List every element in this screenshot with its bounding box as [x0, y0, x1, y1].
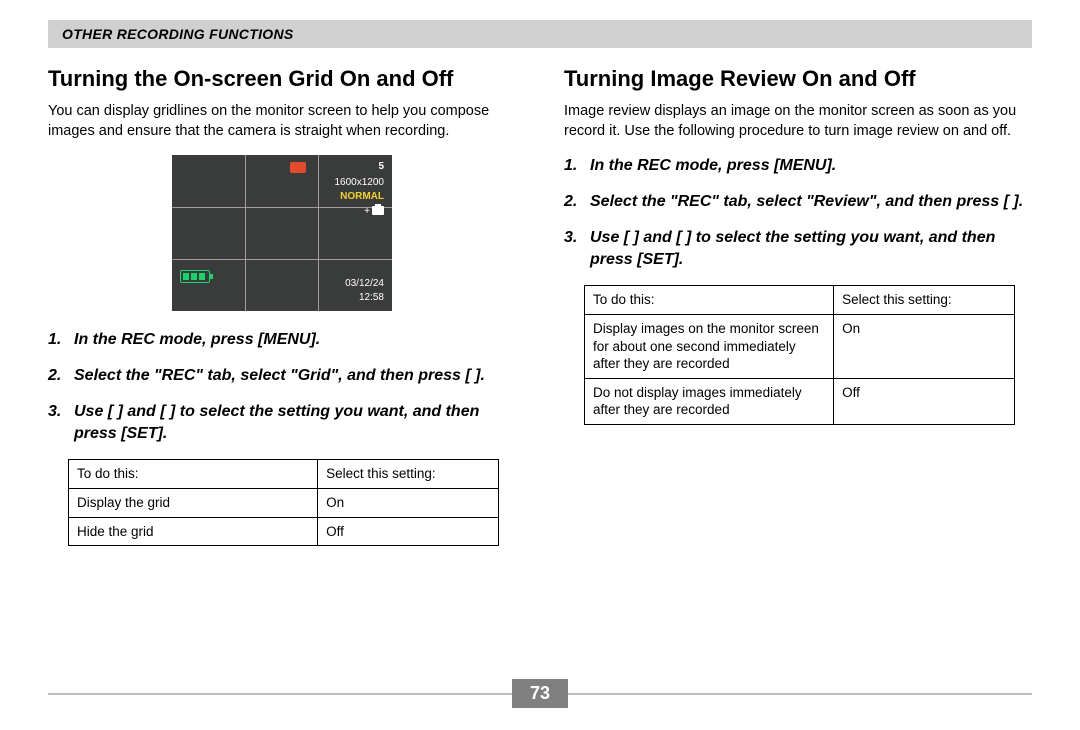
- grid-vline: [318, 155, 319, 311]
- table-cell: On: [318, 488, 498, 517]
- left-column: Turning the On-screen Grid On and Off Yo…: [48, 66, 516, 546]
- left-title: Turning the On-screen Grid On and Off: [48, 66, 516, 92]
- table-cell: Do not display images immediately after …: [585, 378, 834, 424]
- table-row: Do not display images immediately after …: [585, 378, 1015, 424]
- page-footer: 73: [48, 679, 1032, 708]
- screen-illustration-wrap: 5 1600x1200 NORMAL 03/12/24 12:58: [48, 155, 516, 311]
- step-item: In the REC mode, press [MENU].: [564, 155, 1032, 177]
- table-cell: On: [834, 314, 1014, 378]
- table-row: To do this: Select this setting:: [585, 286, 1015, 315]
- left-lead: You can display gridlines on the monitor…: [48, 102, 516, 141]
- right-title: Turning Image Review On and Off: [564, 66, 1032, 92]
- table-header: To do this:: [585, 286, 834, 315]
- date-label: 03/12/24: [345, 278, 384, 289]
- table-header: Select this setting:: [318, 460, 498, 489]
- table-header: To do this:: [69, 460, 318, 489]
- table-cell: Display the grid: [69, 488, 318, 517]
- footer-rule: [568, 693, 1032, 695]
- table-cell: Hide the grid: [69, 517, 318, 546]
- left-steps: In the REC mode, press [MENU]. Select th…: [48, 329, 516, 445]
- footer-rule: [48, 693, 512, 695]
- step-item: In the REC mode, press [MENU].: [48, 329, 516, 351]
- battery-icon: [180, 270, 210, 283]
- grid-hline: [172, 259, 392, 260]
- step-item: Select the "REC" tab, select "Grid", and…: [48, 365, 516, 387]
- step-item: Use [ ] and [ ] to select the setting yo…: [48, 401, 516, 445]
- shots-remaining: 5: [378, 161, 384, 172]
- step-item: Use [ ] and [ ] to select the setting yo…: [564, 227, 1032, 271]
- page-number: 73: [512, 679, 568, 708]
- table-cell: Off: [834, 378, 1014, 424]
- mode-icon: [364, 205, 384, 217]
- grid-vline: [245, 155, 246, 311]
- right-steps: In the REC mode, press [MENU]. Select th…: [564, 155, 1032, 271]
- content-columns: Turning the On-screen Grid On and Off Yo…: [48, 66, 1032, 546]
- quality-label: NORMAL: [340, 191, 384, 202]
- table-row: Hide the grid Off: [69, 517, 499, 546]
- table-row: Display the grid On: [69, 488, 499, 517]
- resolution-label: 1600x1200: [335, 177, 385, 188]
- step-item: Select the "REC" tab, select "Review", a…: [564, 191, 1032, 213]
- left-settings-table: To do this: Select this setting: Display…: [68, 459, 499, 546]
- rec-indicator-icon: [290, 162, 306, 173]
- camera-screen-illustration: 5 1600x1200 NORMAL 03/12/24 12:58: [172, 155, 392, 311]
- time-label: 12:58: [359, 292, 384, 303]
- table-cell: Off: [318, 517, 498, 546]
- grid-hline: [172, 207, 392, 208]
- table-cell: Display images on the monitor screen for…: [585, 314, 834, 378]
- right-lead: Image review displays an image on the mo…: [564, 102, 1032, 141]
- table-header: Select this setting:: [834, 286, 1014, 315]
- table-row: To do this: Select this setting:: [69, 460, 499, 489]
- table-row: Display images on the monitor screen for…: [585, 314, 1015, 378]
- right-settings-table: To do this: Select this setting: Display…: [584, 285, 1015, 424]
- right-column: Turning Image Review On and Off Image re…: [564, 66, 1032, 546]
- section-header: OTHER RECORDING FUNCTIONS: [48, 20, 1032, 48]
